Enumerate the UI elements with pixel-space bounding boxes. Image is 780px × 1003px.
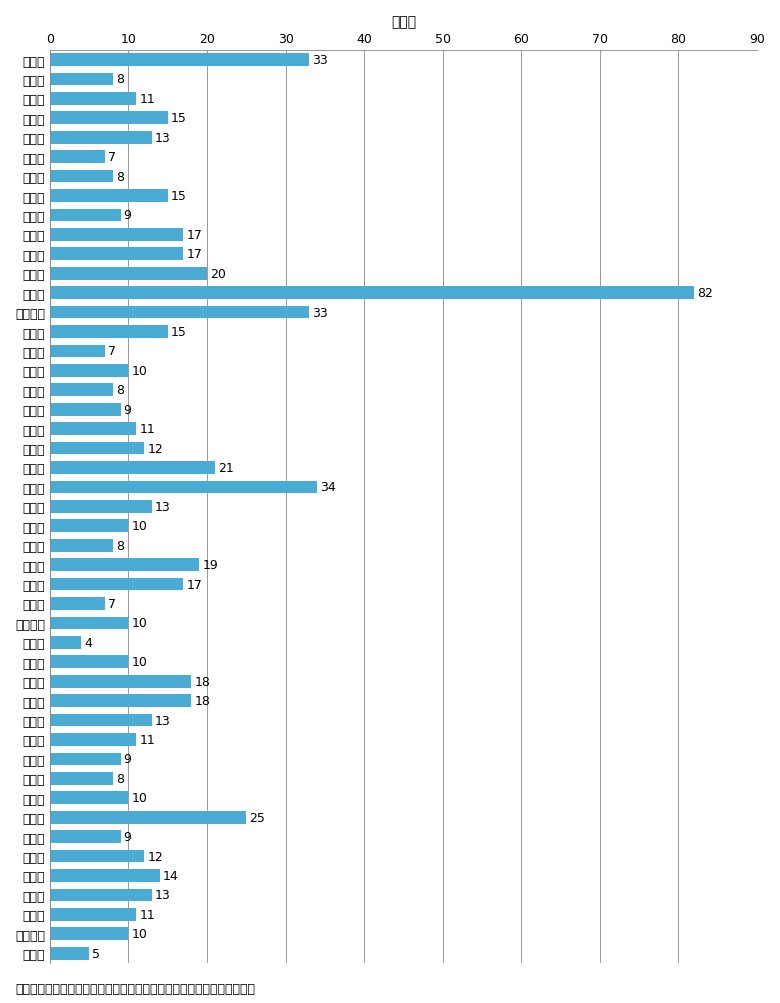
Text: 9: 9 <box>124 210 132 223</box>
Text: 15: 15 <box>171 326 186 339</box>
Bar <box>50 928 129 940</box>
Text: 11: 11 <box>140 422 155 435</box>
Text: 21: 21 <box>218 461 234 474</box>
Bar <box>50 365 129 377</box>
Bar <box>50 54 309 67</box>
Bar <box>50 307 309 319</box>
Bar <box>50 675 191 688</box>
Bar <box>50 753 121 765</box>
Bar <box>50 345 105 358</box>
Text: 25: 25 <box>250 810 265 823</box>
Bar <box>50 520 129 533</box>
Bar <box>50 733 136 746</box>
Text: 8: 8 <box>116 772 124 785</box>
Bar <box>50 481 317 493</box>
Bar <box>50 73 113 86</box>
Bar <box>50 695 191 707</box>
Text: 33: 33 <box>312 306 328 319</box>
Bar <box>50 131 152 144</box>
Text: 9: 9 <box>124 830 132 844</box>
Text: 7: 7 <box>108 598 116 611</box>
Bar <box>50 714 152 726</box>
Bar <box>50 656 129 668</box>
Bar <box>50 889 152 902</box>
Text: 10: 10 <box>132 791 147 804</box>
Bar <box>50 500 152 514</box>
Text: 13: 13 <box>155 131 171 144</box>
Text: 出典：広域災害救急医療情報システムホームページをもとに内閣府作成: 出典：広域災害救急医療情報システムホームページをもとに内閣府作成 <box>16 982 256 995</box>
Bar <box>50 287 694 300</box>
Text: 13: 13 <box>155 889 171 902</box>
Text: 13: 13 <box>155 500 171 514</box>
Text: 11: 11 <box>140 93 155 105</box>
Text: 17: 17 <box>186 248 203 261</box>
Bar <box>50 423 136 435</box>
Text: 10: 10 <box>132 656 147 669</box>
Bar <box>50 830 121 844</box>
Bar <box>50 384 113 397</box>
Text: 9: 9 <box>124 403 132 416</box>
Bar <box>50 268 207 280</box>
Bar <box>50 850 144 863</box>
Text: 82: 82 <box>697 287 713 300</box>
Text: 7: 7 <box>108 151 116 164</box>
Bar <box>50 578 183 591</box>
Bar <box>50 403 121 416</box>
Text: 10: 10 <box>132 520 147 533</box>
Text: 11: 11 <box>140 908 155 921</box>
Text: 10: 10 <box>132 617 147 630</box>
Text: 18: 18 <box>194 694 211 707</box>
Text: 17: 17 <box>186 578 203 591</box>
Bar <box>50 636 81 649</box>
X-axis label: 病院数: 病院数 <box>391 15 416 29</box>
Text: 9: 9 <box>124 752 132 765</box>
Text: 8: 8 <box>116 171 124 184</box>
Bar <box>50 617 129 630</box>
Text: 8: 8 <box>116 540 124 553</box>
Text: 15: 15 <box>171 112 186 125</box>
Text: 8: 8 <box>116 384 124 397</box>
Text: 20: 20 <box>210 268 226 281</box>
Text: 8: 8 <box>116 73 124 86</box>
Bar <box>50 229 183 242</box>
Text: 5: 5 <box>92 947 101 960</box>
Text: 33: 33 <box>312 54 328 67</box>
Bar <box>50 210 121 222</box>
Bar <box>50 151 105 163</box>
Text: 14: 14 <box>163 870 179 882</box>
Bar <box>50 461 214 474</box>
Bar <box>50 870 160 882</box>
Text: 15: 15 <box>171 190 186 203</box>
Bar <box>50 598 105 610</box>
Bar <box>50 908 136 921</box>
Text: 19: 19 <box>202 559 218 572</box>
Text: 4: 4 <box>84 636 92 649</box>
Bar <box>50 772 113 785</box>
Text: 10: 10 <box>132 928 147 941</box>
Bar <box>50 791 129 804</box>
Bar <box>50 947 89 960</box>
Bar <box>50 93 136 105</box>
Text: 18: 18 <box>194 675 211 688</box>
Bar <box>50 811 246 823</box>
Text: 11: 11 <box>140 733 155 746</box>
Bar <box>50 540 113 552</box>
Bar <box>50 559 199 572</box>
Text: 13: 13 <box>155 714 171 727</box>
Bar <box>50 190 168 203</box>
Text: 12: 12 <box>147 850 163 863</box>
Text: 12: 12 <box>147 442 163 455</box>
Text: 17: 17 <box>186 229 203 242</box>
Text: 10: 10 <box>132 364 147 377</box>
Bar <box>50 171 113 184</box>
Bar <box>50 326 168 338</box>
Text: 34: 34 <box>320 481 336 493</box>
Bar <box>50 112 168 125</box>
Bar <box>50 442 144 455</box>
Text: 7: 7 <box>108 345 116 358</box>
Bar <box>50 248 183 261</box>
